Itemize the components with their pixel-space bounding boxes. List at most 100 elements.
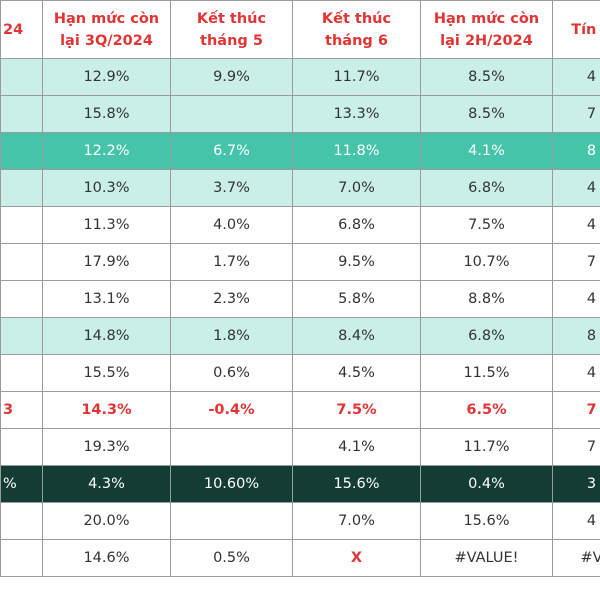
table-cell[interactable]: 4.5%	[292, 354, 421, 392]
table-cell[interactable]: #VALUE!	[420, 539, 553, 577]
table-row: 13.1% 2.3% 5.8% 8.8% 4	[0, 280, 600, 318]
table-cell[interactable]: #V	[552, 539, 600, 577]
table-cell[interactable]: 6.8%	[292, 206, 421, 244]
table-cell[interactable]: 6.5%	[420, 391, 553, 429]
header-cell-end-may[interactable]: Kết thúc tháng 5	[170, 0, 293, 59]
table-row: 12.2% 6.7% 11.8% 4.1% 8	[0, 132, 600, 170]
table-cell[interactable]: 13.3%	[292, 95, 421, 133]
header-cell-remaining-3q[interactable]: Hạn mức còn lại 3Q/2024	[42, 0, 171, 59]
table-cell[interactable]: 4	[552, 169, 600, 207]
table-cell[interactable]	[0, 354, 43, 392]
table-row: 10.3% 3.7% 7.0% 6.8% 4	[0, 169, 600, 207]
table-cell[interactable]	[0, 280, 43, 318]
table-cell[interactable]: 14.3%	[42, 391, 171, 429]
table-cell[interactable]: 11.8%	[292, 132, 421, 170]
table-cell[interactable]: 7	[552, 243, 600, 281]
table-cell[interactable]: 4.1%	[420, 132, 553, 170]
table-cell[interactable]: 1.8%	[170, 317, 293, 355]
table-cell[interactable]: 7.5%	[292, 391, 421, 429]
header-col5-line1: Tín d	[571, 21, 600, 38]
table-cell[interactable]: 4	[552, 502, 600, 540]
table-cell[interactable]: 2.3%	[170, 280, 293, 318]
table-cell[interactable]: 4	[552, 58, 600, 96]
table-cell[interactable]: 4	[552, 280, 600, 318]
table-cell[interactable]: 15.8%	[42, 95, 171, 133]
table-cell[interactable]	[0, 539, 43, 577]
table-cell[interactable]: 8	[552, 317, 600, 355]
table-cell[interactable]: 12.9%	[42, 58, 171, 96]
table-cell[interactable]: 6.8%	[420, 169, 553, 207]
table-cell[interactable]: 15.5%	[42, 354, 171, 392]
table-cell[interactable]	[0, 502, 43, 540]
table-cell[interactable]: 7.0%	[292, 169, 421, 207]
table-cell[interactable]: 0.5%	[170, 539, 293, 577]
table-cell[interactable]: 20.0%	[42, 502, 171, 540]
table-cell[interactable]	[170, 95, 293, 133]
header-cell-col0[interactable]: 24	[0, 0, 43, 59]
table-cell[interactable]: 17.9%	[42, 243, 171, 281]
table-cell[interactable]	[0, 428, 43, 466]
table-cell[interactable]: 3	[552, 465, 600, 503]
table-cell[interactable]: X	[292, 539, 421, 577]
header-col4-line2: lại 2H/2024	[440, 32, 533, 49]
table-cell[interactable]: 8.5%	[420, 58, 553, 96]
table-cell[interactable]: 14.8%	[42, 317, 171, 355]
table-cell[interactable]	[0, 169, 43, 207]
table-cell[interactable]: 7	[552, 428, 600, 466]
table-cell[interactable]: 10.60%	[170, 465, 293, 503]
table-cell[interactable]: 11.3%	[42, 206, 171, 244]
table-cell[interactable]: 8.8%	[420, 280, 553, 318]
table-cell[interactable]: 9.9%	[170, 58, 293, 96]
table-cell[interactable]: 19.3%	[42, 428, 171, 466]
header-cell-end-june[interactable]: Kết thúc tháng 6	[292, 0, 421, 59]
table-cell[interactable]: 6.7%	[170, 132, 293, 170]
table-cell[interactable]: 12.2%	[42, 132, 171, 170]
table-cell[interactable]	[0, 206, 43, 244]
table-cell[interactable]: 11.5%	[420, 354, 553, 392]
table-cell[interactable]: 8.5%	[420, 95, 553, 133]
table-cell[interactable]: 0.4%	[420, 465, 553, 503]
table-cell[interactable]: 13.1%	[42, 280, 171, 318]
table-cell[interactable]: 8.4%	[292, 317, 421, 355]
table-cell[interactable]: 4.0%	[170, 206, 293, 244]
table-cell[interactable]: 11.7%	[420, 428, 553, 466]
table-cell[interactable]: 8	[552, 132, 600, 170]
table-cell[interactable]: 10.7%	[420, 243, 553, 281]
table-cell[interactable]: 4	[552, 206, 600, 244]
table-cell[interactable]: 7.0%	[292, 502, 421, 540]
table-cell[interactable]: -0.4%	[170, 391, 293, 429]
table-cell[interactable]	[0, 317, 43, 355]
table-cell[interactable]: 0.6%	[170, 354, 293, 392]
table-cell[interactable]: 5.8%	[292, 280, 421, 318]
table-cell[interactable]: 4	[552, 354, 600, 392]
table-cell[interactable]: 4.1%	[292, 428, 421, 466]
table-cell[interactable]	[0, 243, 43, 281]
table-cell[interactable]	[0, 132, 43, 170]
table-cell[interactable]	[170, 502, 293, 540]
table-cell[interactable]: 7.5%	[420, 206, 553, 244]
header-col1-line1: Hạn mức còn	[53, 10, 160, 27]
table-cell[interactable]: 15.6%	[292, 465, 421, 503]
table-cell[interactable]	[170, 428, 293, 466]
table-row: 17.9% 1.7% 9.5% 10.7% 7	[0, 243, 600, 281]
header-row: 24 Hạn mức còn lại 3Q/2024 Kết thúc thán…	[0, 0, 600, 59]
table-cell[interactable]: 10.3%	[42, 169, 171, 207]
table-cell[interactable]	[0, 58, 43, 96]
table-cell[interactable]: 11.7%	[292, 58, 421, 96]
table-cell[interactable]	[0, 95, 43, 133]
table-cell[interactable]: 4.3%	[42, 465, 171, 503]
table-cell[interactable]: 3	[0, 391, 43, 429]
table-cell[interactable]: 14.6%	[42, 539, 171, 577]
table-cell[interactable]: 15.6%	[420, 502, 553, 540]
table-cell[interactable]: 3.7%	[170, 169, 293, 207]
table-cell[interactable]: %	[0, 465, 43, 503]
table-cell[interactable]: 7	[552, 391, 600, 429]
header-cell-credit[interactable]: Tín d	[552, 0, 600, 59]
table-cell[interactable]: 1.7%	[170, 243, 293, 281]
table-row: 20.0% 7.0% 15.6% 4	[0, 502, 600, 540]
table-cell[interactable]: 7	[552, 95, 600, 133]
table-cell[interactable]: 9.5%	[292, 243, 421, 281]
header-cell-remaining-2h[interactable]: Hạn mức còn lại 2H/2024	[420, 0, 553, 59]
table-cell[interactable]: 6.8%	[420, 317, 553, 355]
